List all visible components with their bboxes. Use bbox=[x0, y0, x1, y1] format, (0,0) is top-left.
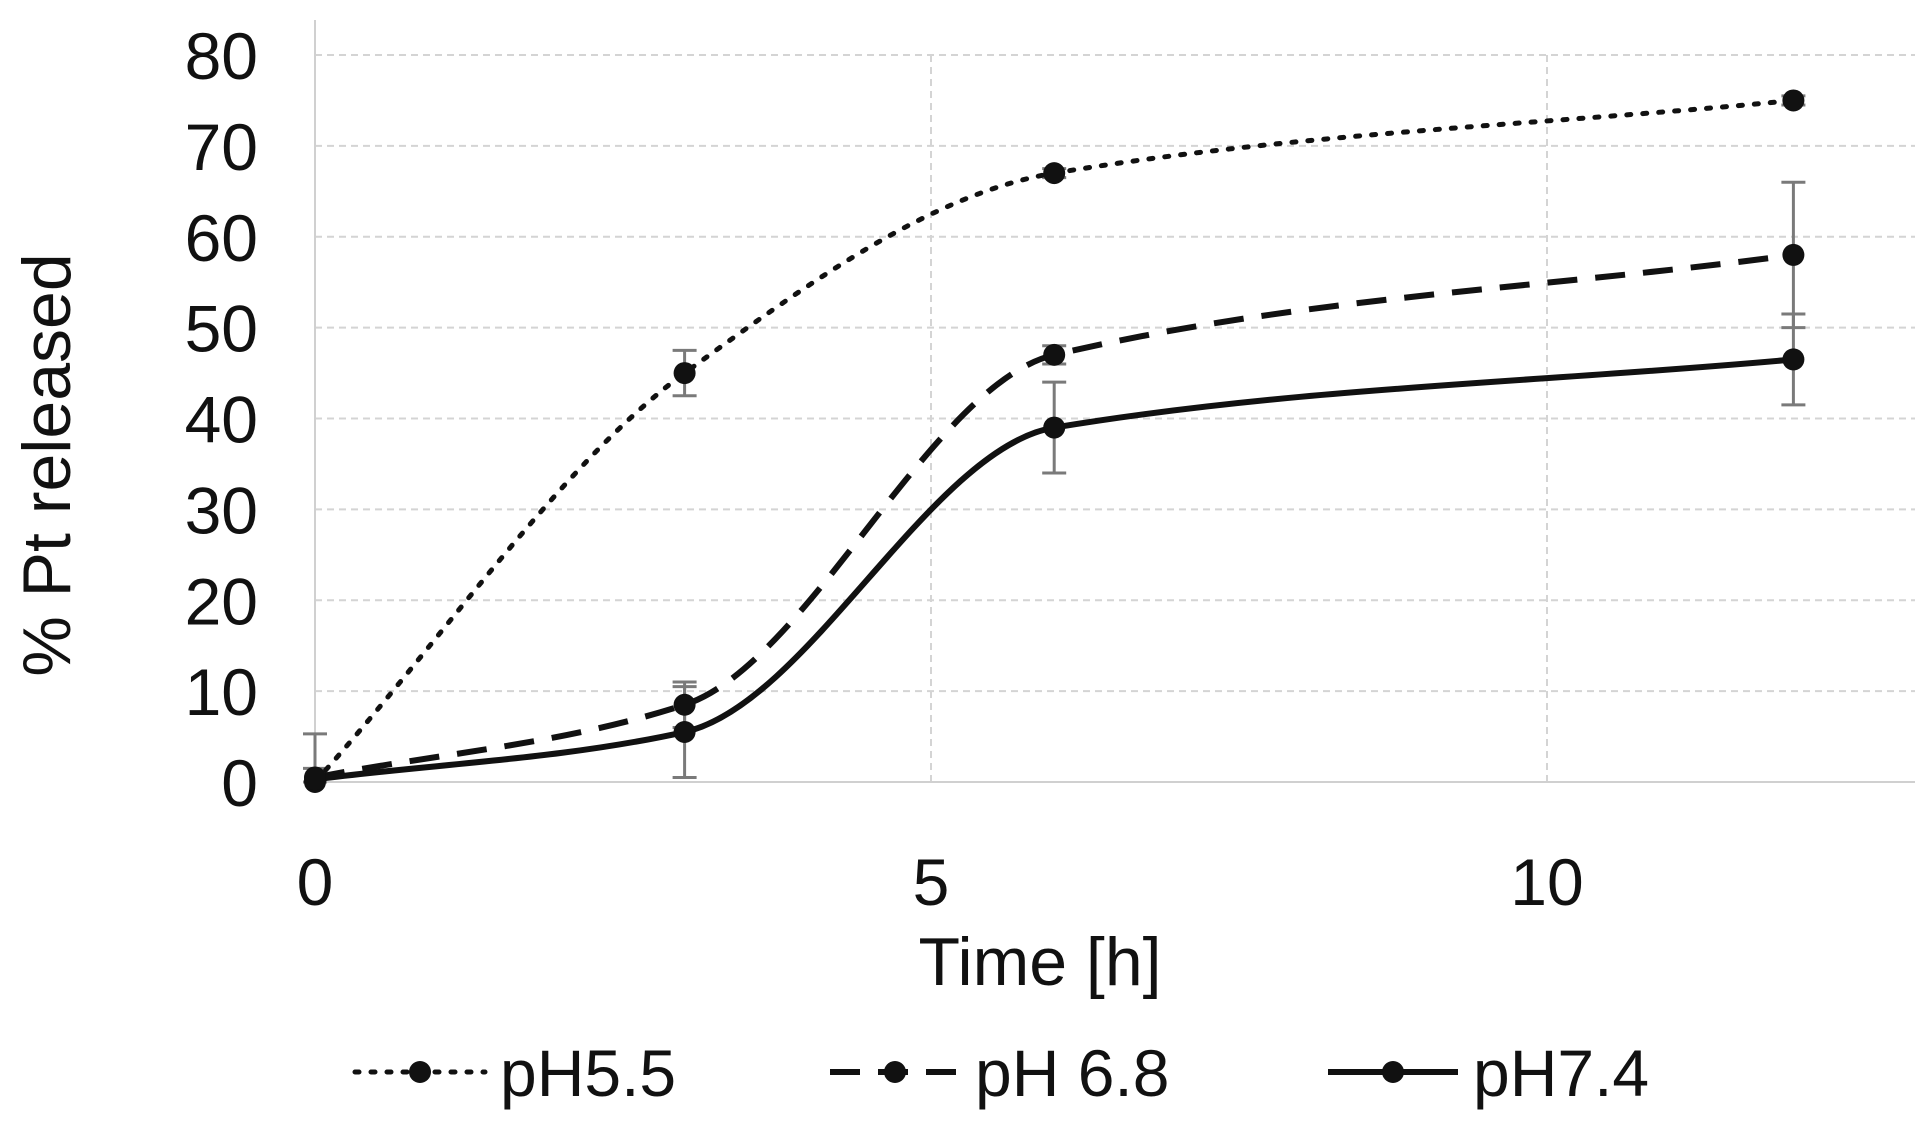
y-tick-label: 30 bbox=[185, 473, 258, 547]
data-point bbox=[1782, 348, 1805, 371]
y-tick-label: 60 bbox=[185, 201, 258, 275]
data-point bbox=[1782, 243, 1805, 266]
x-tick-label: 0 bbox=[297, 845, 334, 919]
legend-swatch-marker bbox=[409, 1061, 431, 1083]
data-point bbox=[304, 768, 326, 791]
y-axis-title: % Pt released bbox=[9, 253, 85, 676]
series-line-2 bbox=[314, 356, 1794, 783]
data-point bbox=[673, 693, 696, 716]
y-tick-label: 10 bbox=[185, 655, 258, 729]
x-tick-label: 5 bbox=[913, 845, 950, 919]
x-axis-title: Time [h] bbox=[918, 924, 1161, 1000]
series-line-0 bbox=[312, 97, 1796, 785]
y-tick-label: 20 bbox=[185, 564, 258, 638]
y-tick-label: 0 bbox=[221, 746, 258, 820]
y-tick-label: 40 bbox=[185, 383, 258, 457]
legend-label: pH5.5 bbox=[500, 1036, 676, 1110]
tick-labels: 0 10 20 30 40 50 60 70 80 0 5 10 bbox=[185, 19, 1584, 919]
grid bbox=[315, 54, 1915, 782]
data-point bbox=[1782, 89, 1805, 112]
y-tick-label: 80 bbox=[185, 19, 258, 93]
data-point bbox=[1043, 343, 1066, 366]
legend: pH5.5 pH 6.8 pH7.4 bbox=[352, 1036, 1649, 1110]
legend-swatch-marker bbox=[1382, 1061, 1404, 1083]
data-point bbox=[673, 721, 696, 744]
data-point bbox=[1043, 416, 1066, 439]
series-lines bbox=[312, 97, 1796, 785]
data-points bbox=[304, 89, 1805, 793]
y-tick-label: 50 bbox=[185, 292, 258, 366]
x-tick-label: 10 bbox=[1510, 845, 1583, 919]
error-bars bbox=[303, 94, 1806, 784]
series-line-1 bbox=[314, 251, 1794, 781]
data-point bbox=[673, 362, 696, 385]
legend-label: pH 6.8 bbox=[975, 1036, 1169, 1110]
axes bbox=[314, 20, 1915, 783]
data-point bbox=[1043, 162, 1066, 185]
y-tick-label: 70 bbox=[185, 110, 258, 184]
legend-swatch-marker bbox=[884, 1061, 906, 1083]
legend-label: pH7.4 bbox=[1473, 1036, 1649, 1110]
